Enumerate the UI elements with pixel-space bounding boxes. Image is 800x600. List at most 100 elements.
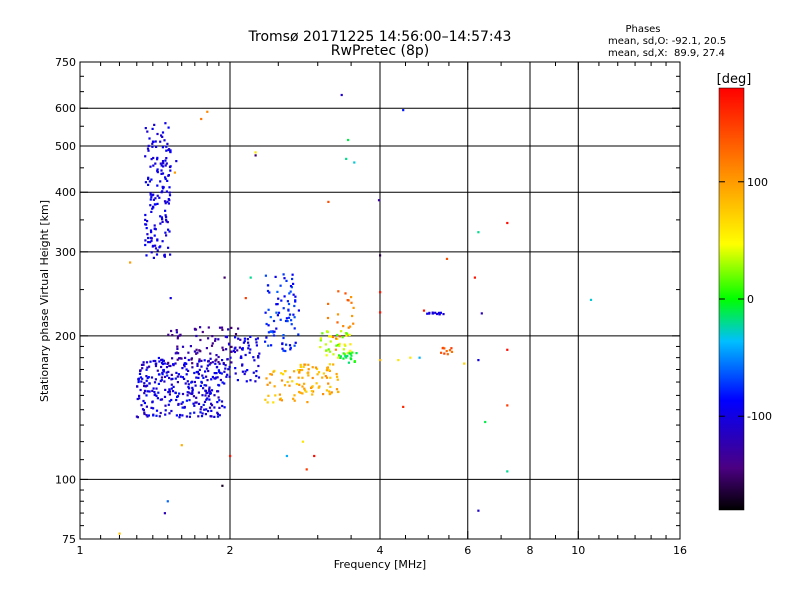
data-point — [344, 355, 347, 358]
data-point — [145, 361, 149, 364]
data-point — [166, 221, 169, 224]
data-point — [138, 394, 141, 397]
data-point — [351, 351, 354, 354]
data-point — [143, 411, 146, 414]
data-point — [167, 391, 170, 394]
data-point — [198, 360, 201, 363]
data-point — [137, 379, 140, 382]
data-point — [159, 398, 162, 401]
data-point — [292, 397, 295, 400]
data-point — [223, 406, 226, 409]
data-point — [298, 390, 301, 394]
data-point — [290, 319, 293, 322]
data-point — [199, 408, 202, 411]
colorbar-tick-label: 0 — [747, 293, 754, 306]
data-point — [139, 388, 142, 392]
data-point — [208, 406, 212, 409]
data-point — [206, 379, 209, 382]
data-point — [327, 348, 330, 351]
stats-x-line: mean, sd,X: 89.9, 27.4 — [608, 48, 725, 59]
data-point — [274, 394, 277, 397]
data-point — [168, 199, 171, 202]
data-point — [142, 361, 145, 364]
data-point — [153, 227, 156, 230]
data-point — [147, 376, 150, 379]
data-point — [352, 322, 355, 325]
data-point — [247, 341, 250, 344]
data-point — [176, 337, 179, 340]
data-point — [223, 382, 226, 385]
data-point — [149, 204, 152, 207]
data-point — [437, 311, 441, 314]
data-point — [216, 413, 220, 416]
data-point — [201, 394, 204, 397]
data-point — [285, 279, 288, 282]
data-point — [272, 370, 275, 373]
data-point — [191, 366, 194, 369]
data-point — [181, 406, 184, 409]
data-point — [345, 157, 348, 160]
data-point — [227, 328, 230, 331]
data-point — [214, 377, 217, 380]
data-point — [332, 353, 335, 356]
data-point — [208, 386, 211, 389]
data-point — [207, 410, 210, 413]
data-point — [174, 391, 177, 395]
data-point — [379, 291, 382, 294]
data-point — [281, 347, 284, 350]
data-point — [204, 413, 207, 416]
data-point — [166, 374, 169, 377]
data-point — [257, 364, 260, 368]
data-point — [307, 363, 310, 366]
data-point — [145, 227, 148, 230]
data-point — [135, 415, 138, 418]
data-point — [210, 404, 214, 407]
data-point — [266, 383, 269, 386]
data-point — [158, 415, 161, 418]
data-point — [155, 409, 159, 412]
data-point — [176, 381, 179, 384]
data-point — [443, 352, 446, 355]
data-point — [315, 367, 319, 371]
data-point — [146, 366, 149, 369]
data-point — [448, 349, 452, 352]
data-point — [347, 138, 350, 142]
data-point — [190, 381, 193, 384]
data-point — [197, 376, 200, 379]
x-axis-label: Frequency [MHz] — [334, 558, 426, 571]
data-point — [154, 140, 157, 143]
data-point — [328, 350, 332, 353]
data-point — [350, 296, 353, 299]
data-point — [342, 325, 345, 328]
data-point — [180, 402, 183, 405]
data-point — [195, 401, 198, 404]
data-point — [228, 375, 231, 378]
data-point — [218, 414, 221, 417]
data-point — [205, 384, 208, 387]
data-point — [163, 512, 166, 515]
data-point — [196, 364, 199, 367]
data-point — [217, 390, 220, 393]
data-point — [161, 160, 165, 163]
data-point — [208, 388, 211, 391]
data-point — [165, 220, 168, 223]
data-point — [293, 399, 296, 402]
data-point — [208, 392, 211, 395]
data-point — [299, 363, 302, 366]
data-point — [276, 290, 279, 293]
data-point — [169, 297, 172, 300]
data-point — [175, 371, 178, 374]
data-point — [179, 357, 182, 360]
data-points — [118, 93, 593, 535]
data-point — [155, 253, 159, 256]
data-point — [322, 393, 325, 396]
data-point — [340, 330, 343, 333]
data-point — [255, 374, 258, 378]
data-point — [156, 158, 159, 161]
stats-o-line: mean, sd,O: -92.1, 20.5 — [608, 36, 726, 47]
data-point — [329, 335, 333, 338]
data-point — [213, 406, 216, 409]
data-point — [222, 348, 225, 352]
data-point — [275, 303, 278, 306]
data-point — [226, 373, 229, 376]
